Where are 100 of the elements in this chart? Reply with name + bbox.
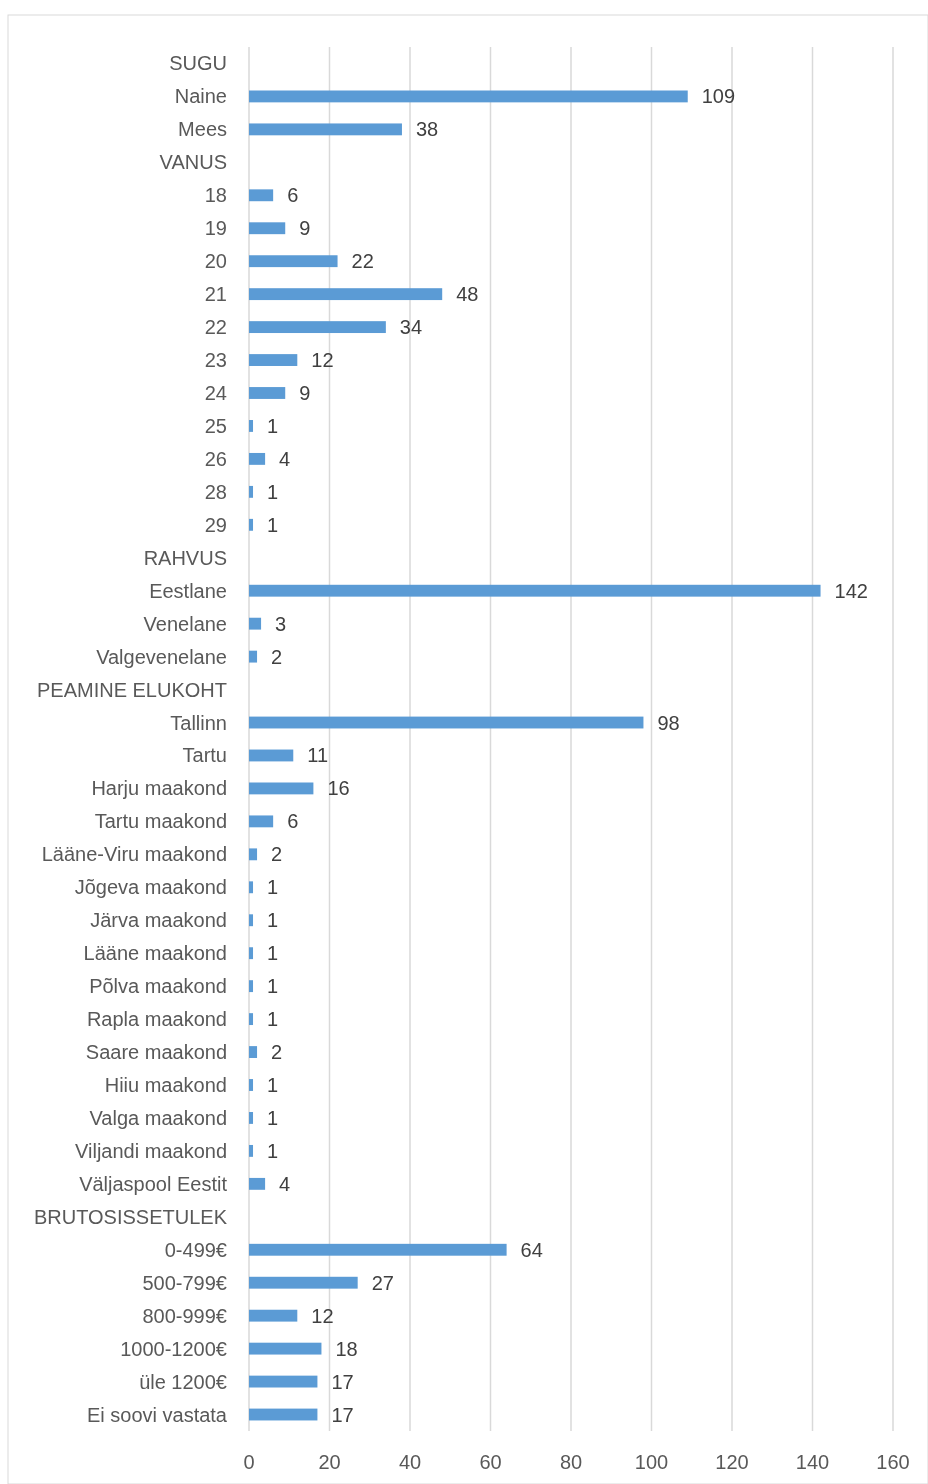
data-label: 17 [331, 1403, 354, 1426]
y-tick-label: Tartu maakond [94, 810, 227, 833]
bar [249, 387, 286, 399]
data-label: 38 [415, 118, 439, 141]
y-tick-label: 1000-1200€ [120, 1337, 227, 1360]
data-label: 48 [456, 283, 479, 306]
data-label: 4 [279, 1172, 291, 1195]
bar [249, 1079, 254, 1091]
data-label: 9 [299, 217, 311, 240]
bar [249, 518, 254, 531]
data-label: 34 [399, 316, 423, 339]
bar [249, 255, 338, 268]
data-label: 11 [307, 744, 329, 767]
bar [249, 617, 262, 630]
y-tick-label: VANUS [159, 151, 227, 174]
y-tick-label: SUGU [169, 52, 227, 75]
data-label: 4 [279, 447, 291, 470]
bar [249, 1013, 254, 1026]
data-label: 1 [267, 909, 279, 932]
y-tick-label: Viljandi maakond [75, 1139, 227, 1162]
y-tick-label: RAHVUS [143, 546, 227, 569]
y-tick-label: 28 [204, 480, 227, 503]
data-label: 6 [287, 810, 299, 833]
y-tick-label: PEAMINE ELUKOHT [36, 678, 227, 701]
data-label: 6 [287, 184, 299, 207]
data-label: 12 [311, 1304, 334, 1327]
y-tick-label: 23 [204, 349, 227, 372]
y-tick-label: Valgevenelane [96, 645, 227, 668]
data-label: 1 [267, 1139, 279, 1162]
x-tick-label: 120 [715, 1451, 749, 1473]
bar [249, 584, 821, 597]
x-tick-label: 60 [479, 1451, 502, 1473]
bar [249, 650, 258, 663]
y-tick-label: BRUTOSISSETULEK [33, 1205, 228, 1228]
y-tick-label: üle 1200€ [139, 1370, 227, 1393]
y-tick-label: Saare maakond [85, 1041, 227, 1064]
y-tick-label: 19 [204, 217, 227, 240]
bar [249, 1243, 507, 1256]
data-label: 1 [267, 942, 279, 965]
data-label: 2 [271, 843, 283, 866]
y-tick-label: Harju maakond [91, 777, 227, 800]
bar [249, 980, 254, 993]
x-tick-label: 20 [318, 1451, 341, 1473]
bar [249, 222, 286, 235]
bar [249, 420, 254, 432]
y-tick-label: Naine [174, 85, 227, 108]
bar [249, 914, 254, 927]
bar [249, 1309, 298, 1322]
data-label: 1 [267, 414, 279, 437]
y-tick-label: Väljaspool Eestit [79, 1172, 228, 1195]
data-label: 18 [335, 1337, 358, 1360]
data-label: 16 [327, 777, 350, 800]
y-tick-label: 0-499€ [164, 1238, 227, 1261]
bar [249, 1276, 358, 1289]
x-tick-label: 0 [243, 1451, 255, 1473]
y-tick-label: Hiiu maakond [104, 1074, 227, 1096]
y-tick-label: 500-799€ [142, 1271, 227, 1294]
bar [249, 485, 254, 498]
y-tick-label: 20 [204, 250, 227, 273]
bar [249, 815, 274, 828]
bar [249, 288, 443, 301]
bar [249, 123, 402, 136]
data-label: 1 [267, 1008, 279, 1031]
bar [249, 1375, 318, 1388]
y-tick-label: Tallinn [170, 711, 227, 734]
bar [249, 1144, 254, 1157]
data-label: 1 [267, 513, 279, 536]
y-tick-label: 800-999€ [142, 1304, 227, 1327]
bar [249, 1408, 318, 1421]
bar [249, 947, 254, 960]
y-tick-label: 18 [204, 184, 227, 207]
bar [249, 1112, 254, 1124]
y-tick-label: 29 [204, 513, 227, 536]
y-tick-label: Jõgeva maakond [74, 876, 227, 899]
data-label: 2 [271, 1041, 283, 1064]
bar [249, 354, 298, 366]
bar [249, 716, 644, 729]
data-label: 1 [267, 1074, 279, 1096]
data-label: 1 [267, 975, 279, 998]
y-tick-label: Lääne maakond [83, 942, 227, 965]
bar [249, 90, 688, 103]
data-label: 98 [657, 711, 680, 734]
data-label: 1 [267, 480, 279, 503]
y-tick-label: 26 [204, 447, 227, 470]
data-label: 17 [331, 1370, 354, 1393]
y-tick-label: Järva maakond [90, 909, 227, 932]
data-label: 1 [267, 876, 279, 899]
x-tick-label: 100 [634, 1451, 669, 1473]
data-label: 64 [520, 1238, 543, 1261]
data-label: 3 [275, 612, 287, 635]
bar [249, 848, 258, 861]
data-label: 22 [351, 250, 374, 273]
x-tick-label: 40 [398, 1451, 422, 1473]
bar [249, 321, 386, 334]
bar [249, 749, 294, 762]
y-tick-label: Ei soovi vastata [86, 1403, 228, 1426]
bar [249, 881, 254, 894]
bar [249, 189, 274, 202]
bar [249, 1046, 258, 1058]
x-tick-label: 80 [559, 1451, 583, 1473]
